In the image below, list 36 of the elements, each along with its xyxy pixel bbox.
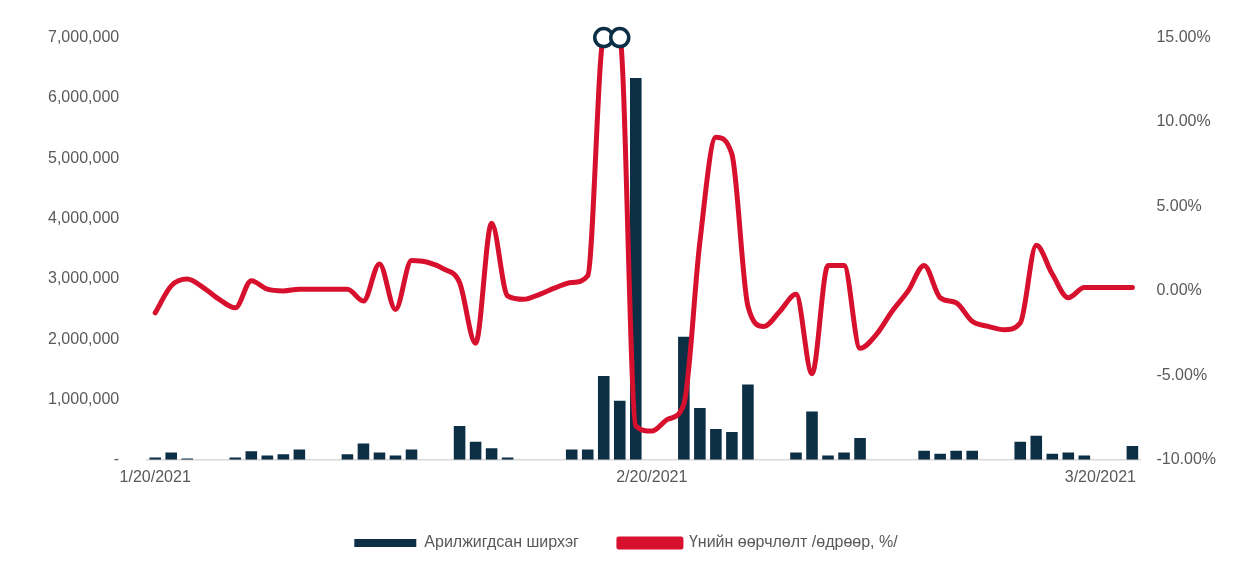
y-tick-label: - xyxy=(113,450,120,468)
y2-tick-label: 15.00% xyxy=(1156,28,1211,46)
y2-tick-label: 5.00% xyxy=(1156,196,1202,214)
bar xyxy=(597,375,610,460)
bar xyxy=(966,450,978,460)
bar xyxy=(485,448,498,460)
x-tick-label: 3/20/2021 xyxy=(1064,467,1137,485)
x-tick-label: 1/20/2021 xyxy=(119,467,191,485)
bar xyxy=(1030,435,1043,460)
y2-tick-label: -10.00% xyxy=(1156,450,1216,468)
y2-tick-label: 10.00% xyxy=(1156,112,1211,130)
y2-tick-label: 0.00% xyxy=(1156,281,1202,299)
bar xyxy=(694,407,706,460)
y-tick-label: 3,000,000 xyxy=(47,269,120,287)
bar xyxy=(806,411,818,460)
y-tick-label: 2,000,000 xyxy=(47,329,120,347)
y-tick-label: 4,000,000 xyxy=(47,208,120,226)
y-tick-label: 6,000,000 xyxy=(47,88,120,106)
bar xyxy=(245,451,258,460)
bar xyxy=(726,432,738,460)
bar xyxy=(950,450,962,460)
y-tick-label: 5,000,000 xyxy=(47,148,120,166)
legend-label: Арилжигдсан ширхэг xyxy=(424,533,580,551)
bar xyxy=(742,384,754,460)
legend-label: Үнийн өөрчлөлт /өдрөөр, %/ xyxy=(688,533,899,551)
y2-tick-label: -5.00% xyxy=(1156,365,1208,383)
bar xyxy=(710,429,722,460)
bar xyxy=(581,449,594,460)
x-tick-label: 2/20/2021 xyxy=(616,467,688,485)
bar xyxy=(1014,441,1027,460)
y-tick-label: 1,000,000 xyxy=(47,389,120,407)
bar xyxy=(613,400,626,460)
bar xyxy=(918,450,930,460)
bar xyxy=(854,438,866,460)
y-tick-label: 7,000,000 xyxy=(47,28,120,46)
bar xyxy=(453,426,466,460)
